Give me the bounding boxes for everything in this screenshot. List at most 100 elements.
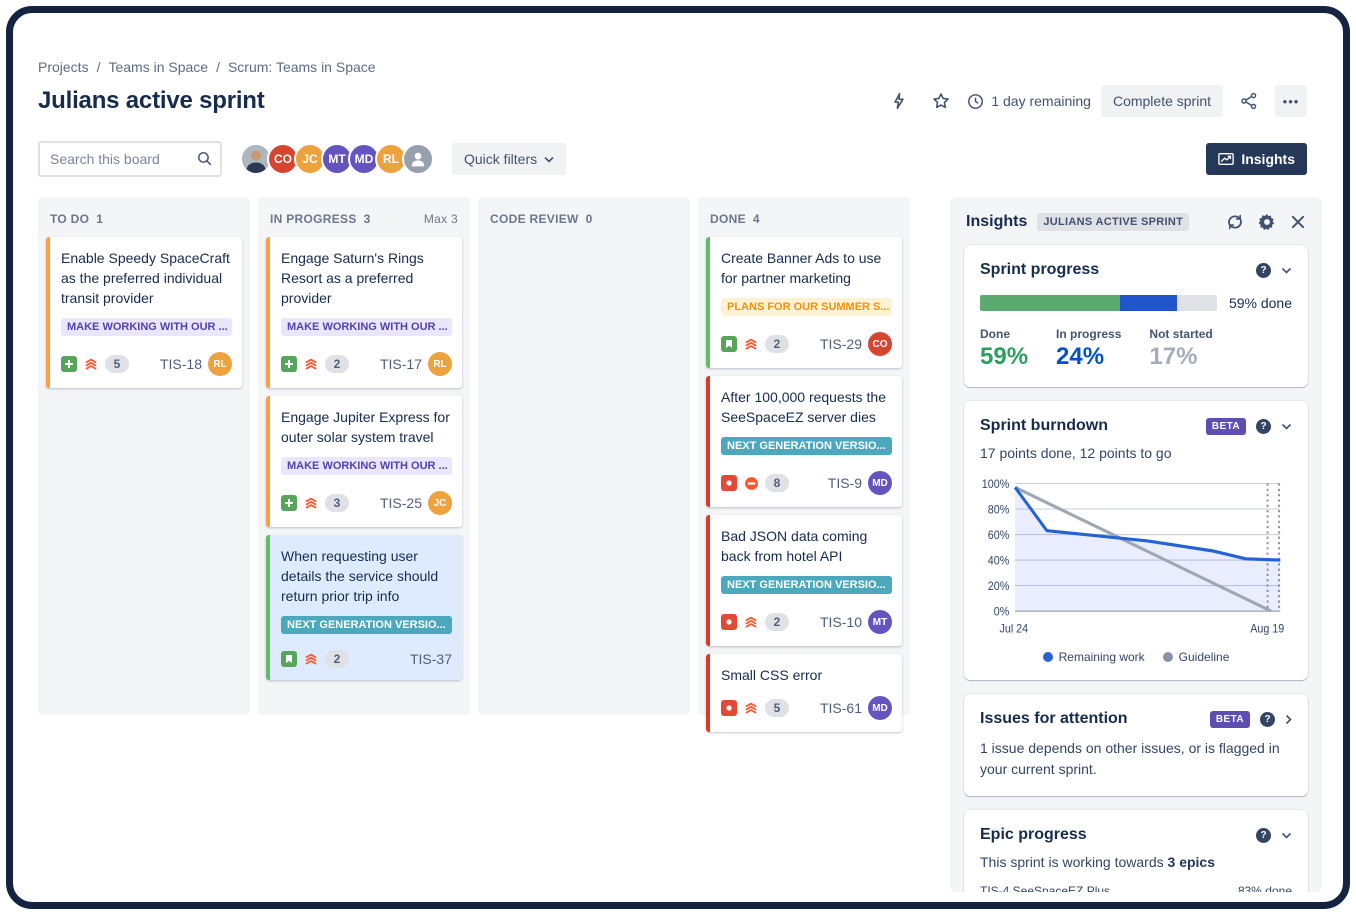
card-accent-bar bbox=[706, 376, 710, 507]
assignee-avatar[interactable]: MD bbox=[868, 471, 892, 495]
epic-badge[interactable]: PLANS FOR OUR SUMMER S... bbox=[721, 298, 892, 316]
estimate-badge: 2 bbox=[765, 335, 789, 353]
svg-text:40%: 40% bbox=[988, 555, 1009, 568]
epic-badge[interactable]: MAKE WORKING WITH OUR ... bbox=[281, 457, 452, 475]
new-feature-type-icon bbox=[281, 495, 297, 511]
stat-not-started: Not started 17% bbox=[1149, 327, 1213, 370]
issue-card[interactable]: Enable Speedy SpaceCraft as the preferre… bbox=[46, 237, 242, 388]
assignee-avatar[interactable]: MD bbox=[868, 696, 892, 720]
breadcrumb-separator: / bbox=[96, 59, 101, 75]
issue-key: TIS-61 bbox=[819, 700, 862, 716]
epic-badge[interactable]: NEXT GENERATION VERSIO... bbox=[721, 437, 892, 455]
priority-highest-icon bbox=[743, 336, 759, 352]
issue-card[interactable]: Bad JSON data coming back from hotel API… bbox=[706, 515, 902, 646]
epic-badge[interactable]: MAKE WORKING WITH OUR ... bbox=[281, 318, 452, 336]
chart-icon bbox=[1218, 153, 1235, 165]
assignee-avatar[interactable]: RL bbox=[428, 352, 452, 376]
avatar-MT[interactable]: MT bbox=[321, 143, 353, 175]
new-feature-type-icon bbox=[281, 356, 297, 372]
epic-progress-card: Epic progress ? This sprint is working t… bbox=[964, 810, 1308, 892]
help-icon[interactable]: ? bbox=[1256, 262, 1271, 278]
epic-badge[interactable]: MAKE WORKING WITH OUR ... bbox=[61, 318, 232, 336]
sprint-burndown-card: Sprint burndown BETA ? 17 points done, 1… bbox=[964, 401, 1308, 680]
card-accent-bar bbox=[46, 237, 50, 388]
help-icon[interactable]: ? bbox=[1256, 827, 1271, 843]
issue-card[interactable]: Create Banner Ads to use for partner mar… bbox=[706, 237, 902, 368]
avatar-anonymous[interactable] bbox=[402, 143, 434, 175]
estimate-badge: 2 bbox=[765, 613, 789, 631]
assignee-avatar[interactable]: MT bbox=[868, 610, 892, 634]
epic-badge[interactable]: NEXT GENERATION VERSIO... bbox=[281, 616, 452, 634]
assignee-avatar[interactable]: RL bbox=[208, 352, 232, 376]
assignee-avatar[interactable]: JC bbox=[428, 491, 452, 515]
sprint-burndown-title: Sprint burndown bbox=[980, 417, 1108, 434]
epic-row-tis-4: TIS-4 SeeSpaceEZ Plus 83% done bbox=[980, 884, 1292, 892]
progress-segment-in-progress bbox=[1119, 295, 1177, 311]
legend-dot-remaining bbox=[1042, 652, 1053, 662]
refresh-icon[interactable] bbox=[1226, 213, 1244, 231]
app-window: Projects / Teams in Space / Scrum: Teams… bbox=[6, 6, 1350, 909]
settings-gear-icon[interactable] bbox=[1258, 213, 1276, 231]
insights-toggle-button[interactable]: Insights bbox=[1206, 143, 1307, 175]
close-icon[interactable] bbox=[1290, 214, 1306, 230]
estimate-badge: 2 bbox=[325, 355, 349, 373]
help-icon[interactable]: ? bbox=[1256, 418, 1271, 434]
issue-card[interactable]: Engage Saturn's Rings Resort as a prefer… bbox=[266, 237, 462, 388]
bug-type-icon bbox=[721, 700, 737, 716]
breadcrumb: Projects / Teams in Space / Scrum: Teams… bbox=[38, 59, 1307, 75]
new-feature-type-icon bbox=[61, 356, 77, 372]
automation-lightning-icon[interactable] bbox=[883, 85, 915, 117]
breadcrumb-separator: / bbox=[216, 59, 220, 75]
column-header-in-progress: IN PROGRESS 3 Max 3 bbox=[270, 212, 458, 226]
priority-highest-icon bbox=[303, 495, 319, 511]
epic-label: TIS-4 SeeSpaceEZ Plus bbox=[980, 884, 1111, 892]
complete-sprint-button[interactable]: Complete sprint bbox=[1100, 85, 1223, 117]
chevron-down-icon[interactable] bbox=[1281, 267, 1292, 274]
story-type-icon bbox=[721, 336, 737, 352]
chevron-right-icon[interactable] bbox=[1285, 714, 1292, 725]
chevron-down-icon[interactable] bbox=[1281, 832, 1292, 839]
column-todo: TO DO 1 Enable Speedy SpaceCraft as the p… bbox=[38, 197, 250, 715]
card-accent-bar bbox=[706, 237, 710, 368]
column-code-review: CODE REVIEW 0 bbox=[478, 197, 690, 715]
epic-done-label: 83% done bbox=[1237, 884, 1292, 892]
avatar-photo[interactable] bbox=[240, 143, 272, 175]
share-icon[interactable] bbox=[1233, 85, 1265, 117]
priority-highest-icon bbox=[743, 614, 759, 630]
sprint-time-remaining: 1 day remaining bbox=[967, 93, 1091, 110]
svg-text:80%: 80% bbox=[988, 504, 1009, 517]
avatar-CO[interactable]: CO bbox=[267, 143, 299, 175]
search-icon bbox=[196, 150, 213, 172]
more-actions-button[interactable]: ••• bbox=[1275, 85, 1307, 117]
breadcrumb-projects[interactable]: Projects bbox=[38, 59, 89, 75]
issue-title: Create Banner Ads to use for partner mar… bbox=[721, 250, 882, 286]
insights-panel-title: Insights bbox=[966, 213, 1028, 230]
issue-card[interactable]: After 100,000 requests the SeeSpaceEZ se… bbox=[706, 376, 902, 507]
epic-badge[interactable]: NEXT GENERATION VERSIO... bbox=[721, 576, 892, 594]
sprint-progress-bar bbox=[980, 295, 1217, 311]
chevron-down-icon[interactable] bbox=[1281, 423, 1292, 430]
priority-highest-icon bbox=[743, 700, 759, 716]
breadcrumb-scrum-board[interactable]: Scrum: Teams in Space bbox=[227, 59, 376, 75]
assignee-avatar[interactable]: CO bbox=[868, 332, 892, 356]
issue-key: TIS-29 bbox=[819, 336, 862, 352]
burndown-subtitle: 17 points done, 12 points to go bbox=[980, 445, 1172, 461]
estimate-badge: 2 bbox=[325, 650, 349, 668]
avatar-RL[interactable]: RL bbox=[375, 143, 407, 175]
issue-card[interactable]: Engage Jupiter Express for outer solar s… bbox=[266, 396, 462, 527]
issue-card[interactable]: Small CSS error 5 TIS-61 MD bbox=[706, 654, 902, 732]
breadcrumb-teams-in-space[interactable]: Teams in Space bbox=[108, 59, 209, 75]
issue-card-selected[interactable]: When requesting user details the service… bbox=[266, 535, 462, 680]
search-input[interactable] bbox=[38, 141, 222, 177]
issue-key: TIS-25 bbox=[379, 495, 422, 511]
card-accent-bar bbox=[266, 237, 270, 388]
sprint-context-badge: JULIANS ACTIVE SPRINT bbox=[1037, 213, 1190, 231]
issues-for-attention-card: Issues for attention BETA ? 1 issue depe… bbox=[964, 694, 1308, 796]
help-icon[interactable]: ? bbox=[1260, 711, 1275, 727]
quick-filters-button[interactable]: Quick filters bbox=[452, 143, 567, 175]
sprint-progress-title: Sprint progress bbox=[980, 261, 1100, 278]
issue-title: Enable Speedy SpaceCraft as the preferre… bbox=[61, 250, 230, 306]
issue-key: TIS-17 bbox=[379, 356, 422, 372]
star-icon[interactable] bbox=[925, 85, 957, 117]
bug-type-icon bbox=[721, 475, 737, 491]
